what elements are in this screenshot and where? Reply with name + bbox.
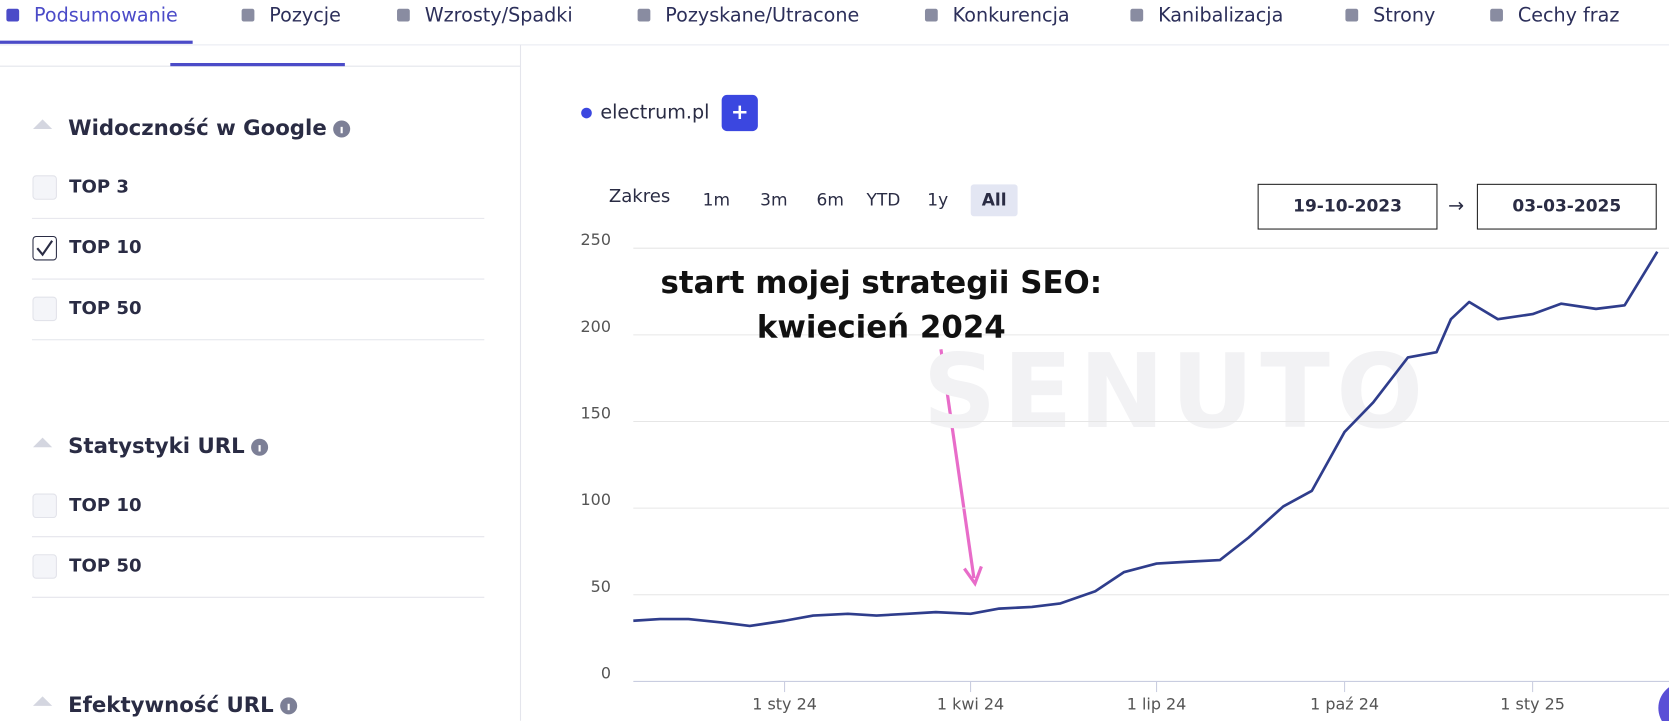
watermark: SENUTO [923,333,1430,452]
nav-tab[interactable]: Strony [1373,4,1435,27]
section-title: Widoczność w Google [68,116,327,141]
corner-widget[interactable] [1658,682,1669,721]
checkbox[interactable] [32,235,57,261]
checkbox-label[interactable]: TOP 10 [69,495,141,516]
range-button[interactable]: 6m [817,190,844,210]
nav-tab[interactable]: Wzrosty/Spadki [425,4,573,27]
tab-icon [1490,8,1503,22]
legend-label: electrum.pl [600,101,709,124]
tab-icon [1345,8,1359,22]
range-button[interactable]: 1y [927,190,948,210]
add-button[interactable] [721,94,758,132]
x-tick-label: 1 sty 25 [1500,694,1565,713]
collapse-arrow[interactable] [32,119,53,129]
section-title: Statystyki URL [68,434,245,459]
date-arrow: → [1448,194,1464,217]
checkbox[interactable] [32,493,57,519]
nav-tab[interactable]: Podsumowanie [34,4,178,27]
checkbox[interactable] [32,554,57,579]
nav-tab[interactable]: Cechy fraz [1518,4,1620,27]
annotation-arrow [939,349,976,579]
date-box[interactable] [1257,183,1438,230]
x-tick-label: 1 kwi 24 [937,694,1004,713]
range-label: Zakres [609,186,671,207]
tab-icon [241,8,255,22]
series-line [633,251,1659,628]
range-button[interactable]: YTD [866,190,901,210]
nav-tab[interactable]: Pozyskane/Utracone [665,4,859,27]
y-tick-label: 0 [601,663,611,682]
checkbox-label[interactable]: TOP 3 [69,177,129,198]
tab-icon [1130,8,1144,22]
range-button[interactable]: 1m [703,190,730,210]
nav-tab[interactable]: Konkurencja [953,4,1070,27]
y-tick-label: 100 [581,490,611,509]
y-tick-label: 50 [591,577,611,596]
tab-underline [0,40,193,44]
checkbox[interactable] [32,175,57,200]
tab-icon [397,8,410,22]
date-box[interactable] [1476,183,1657,230]
info-icon-mark [287,703,290,711]
info-icon-mark [340,126,343,134]
x-tick-label: 1 sty 24 [752,694,817,713]
tab-icon [6,8,20,22]
tab-icon [637,8,651,22]
checkmark [36,240,54,257]
add-button-label[interactable]: + [731,100,749,125]
checkbox-label[interactable]: TOP 50 [69,555,141,576]
nav-tab[interactable]: Pozycje [269,4,341,27]
sidebar-tab-underline [170,62,345,67]
checkbox[interactable] [32,296,57,322]
annotation: start mojej strategii SEO: [661,265,1103,301]
date-from[interactable]: 19-10-2023 [1293,197,1402,217]
y-tick-label: 200 [581,317,611,336]
range-button[interactable]: All [982,190,1007,210]
checkbox-label[interactable]: TOP 10 [69,237,141,258]
legend-dot [581,107,592,119]
annotation: kwiecień 2024 [757,310,1006,346]
x-tick-label: 1 lip 24 [1127,694,1187,713]
range-active-bg [970,184,1018,217]
collapse-arrow[interactable] [32,696,53,706]
nav-bar [0,0,1669,45]
info-icon-mark [258,445,261,452]
collapse-arrow[interactable] [32,437,53,448]
annotation-arrow-head [963,565,983,587]
x-tick-label: 1 paź 24 [1310,694,1379,713]
y-tick-label: 150 [581,404,611,423]
date-to[interactable]: 03-03-2025 [1512,197,1621,217]
section-title: Efektywność URL [68,693,274,718]
checkbox-label[interactable]: TOP 50 [69,298,141,319]
nav-tab[interactable]: Kanibalizacja [1158,4,1283,27]
range-button[interactable]: 3m [760,190,787,210]
y-tick-label: 250 [581,230,611,249]
tab-icon [924,8,938,22]
